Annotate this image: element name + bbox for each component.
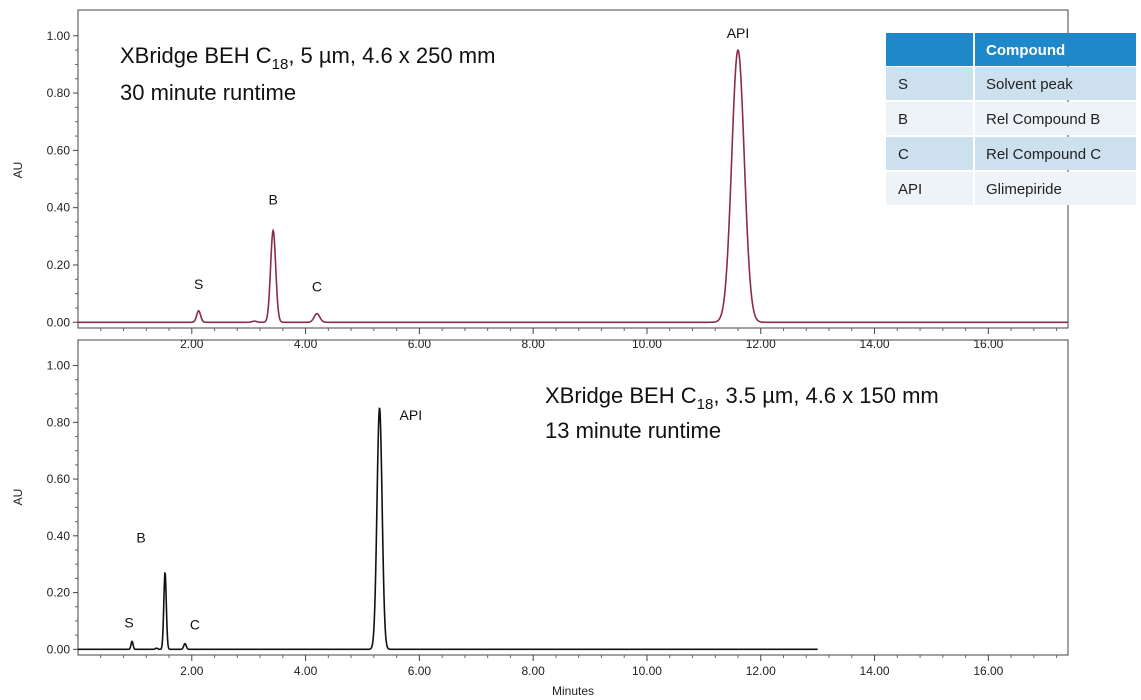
column-subscript: 18	[272, 56, 289, 73]
y-axis-title: AU	[11, 489, 25, 506]
legend-compound-name: Glimepiride	[986, 181, 1062, 198]
x-tick-label: 8.00	[521, 337, 545, 351]
column-spec: , 5 µm, 4.6 x 250 mm	[288, 43, 495, 68]
x-tick-label: 12.00	[746, 337, 776, 351]
x-tick-label: 4.00	[294, 664, 318, 678]
runtime-annotation: 30 minute runtime	[120, 80, 296, 105]
runtime-annotation: 13 minute runtime	[545, 418, 721, 443]
y-tick-label: 0.00	[47, 642, 71, 656]
signal-trace	[78, 48, 1068, 324]
legend-key: B	[898, 111, 908, 128]
y-tick-label: 0.00	[47, 315, 71, 329]
x-tick-label: 14.00	[860, 337, 890, 351]
x-tick-label: 12.00	[746, 664, 776, 678]
legend-compound-name: Rel Compound B	[986, 111, 1100, 128]
column-name: XBridge BEH C	[120, 43, 272, 68]
peak-label-s: S	[194, 276, 203, 292]
peak-label-b: B	[268, 192, 277, 208]
column-subscript: 18	[697, 396, 714, 413]
legend-header-row	[886, 33, 1136, 66]
x-tick-label: 16.00	[973, 664, 1003, 678]
peak-label-api: API	[400, 407, 423, 423]
legend-compound-name: Solvent peak	[986, 76, 1073, 93]
y-tick-label: 0.80	[47, 86, 71, 100]
chart-panel-2: 0.00 0.20 0.40 0.60 0.80 1.00 2.00 4.00 6.00 8.00…	[11, 339, 1069, 698]
legend-row: C Rel Compound C	[886, 137, 1136, 170]
x-tick-label: 16.00	[973, 337, 1003, 351]
x-tick-label: 14.00	[860, 664, 890, 678]
column-spec: , 3.5 µm, 4.6 x 150 mm	[713, 383, 938, 408]
y-tick-label: 0.40	[47, 529, 71, 543]
column-annotation: XBridge BEH C18, 3.5 µm, 4.6 x 150 mm	[545, 383, 939, 413]
y-axis-title: AU	[11, 162, 25, 179]
x-axis-title: Minutes	[552, 684, 594, 698]
y-tick-label: 1.00	[47, 359, 71, 373]
legend-cell-bg	[975, 137, 1136, 170]
legend-key: C	[898, 146, 909, 163]
legend-cell-bg	[886, 67, 973, 100]
peak-label-c: C	[190, 617, 200, 633]
legend-cell-bg	[886, 102, 973, 135]
legend-header-compound: Compound	[986, 42, 1065, 59]
plot-frame	[77, 339, 1069, 656]
legend-cell-bg	[975, 102, 1136, 135]
legend-compound-name: Rel Compound C	[986, 146, 1101, 163]
y-tick-label: 0.60	[47, 143, 71, 157]
y-tick-label: 0.80	[47, 415, 71, 429]
x-tick-label: 8.00	[521, 664, 545, 678]
compound-legend-table: Compound S Solvent peak B Rel Compound B C Rel…	[886, 33, 1136, 206]
y-tick-label: 0.40	[47, 201, 71, 215]
legend-cell-bg	[975, 67, 1136, 100]
legend-cell-bg	[886, 172, 973, 205]
legend-row: B Rel Compound B	[886, 102, 1136, 135]
y-tick-label: 0.60	[47, 472, 71, 486]
column-annotation: XBridge BEH C18, 5 µm, 4.6 x 250 mm	[120, 43, 495, 73]
legend-key: S	[898, 76, 908, 93]
legend-cell-bg	[975, 172, 1136, 205]
x-tick-label: 2.00	[180, 664, 204, 678]
peak-label-api: API	[727, 25, 750, 41]
x-tick-label: 6.00	[408, 664, 432, 678]
legend-row: API Glimepiride	[886, 172, 1136, 205]
y-tick-label: 0.20	[47, 586, 71, 600]
legend-key: API	[898, 181, 922, 198]
signal-trace	[78, 407, 818, 651]
peak-label-b: B	[136, 530, 145, 546]
x-tick-label: 4.00	[294, 337, 318, 351]
x-tick-label: 10.00	[632, 337, 662, 351]
y-tick-label: 1.00	[47, 29, 71, 43]
y-tick-label: 0.20	[47, 258, 71, 272]
chart-panel-1: 0.00 0.20 0.40 0.60 0.80 1.00 2.00 4.00 6.00 8.00…	[11, 9, 1069, 351]
legend-row: S Solvent peak	[886, 67, 1136, 100]
x-tick-label: 2.00	[180, 337, 204, 351]
peak-label-s: S	[124, 614, 133, 630]
peak-label-c: C	[312, 279, 322, 295]
x-tick-label: 10.00	[632, 664, 662, 678]
column-name: XBridge BEH C	[545, 383, 697, 408]
x-tick-label: 6.00	[408, 337, 432, 351]
legend-cell-bg	[886, 137, 973, 170]
